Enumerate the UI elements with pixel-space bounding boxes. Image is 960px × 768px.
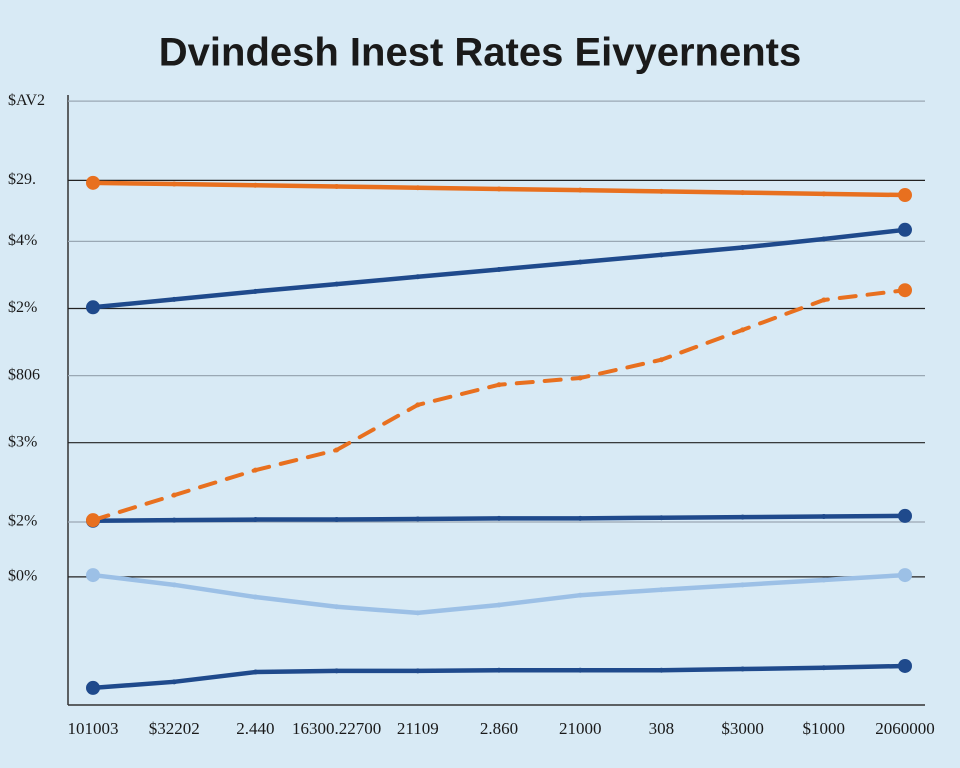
data-point: [252, 517, 258, 523]
data-point: [821, 191, 827, 197]
data-point: [496, 602, 502, 608]
y-tick-label: $3%: [8, 433, 37, 450]
data-point: [334, 668, 340, 674]
data-point: [334, 281, 340, 287]
data-point: [334, 184, 340, 189]
data-point: [86, 300, 100, 315]
y-tick-label: $2%: [8, 299, 37, 316]
data-point: [496, 186, 502, 192]
data-point: [496, 667, 502, 673]
data-point: [171, 296, 177, 302]
data-point: [496, 515, 502, 521]
x-tick-label: 2.440: [236, 719, 274, 738]
data-point: [252, 594, 258, 600]
x-tick-label: 2.860: [480, 719, 518, 738]
chart-title: Dvindesh Inest Rates Eivyernents: [159, 31, 801, 75]
y-tick-label: $29.: [8, 171, 36, 188]
data-point: [86, 513, 100, 528]
data-point: [334, 517, 340, 523]
y-tick-label: $4%: [8, 232, 37, 249]
x-tick-label: 101003: [68, 719, 119, 738]
data-point: [658, 188, 664, 194]
data-point: [86, 568, 100, 583]
data-point: [252, 467, 258, 473]
data-point: [898, 568, 912, 583]
data-point: [171, 582, 177, 588]
data-point: [898, 658, 912, 673]
data-point: [171, 181, 177, 187]
data-point: [821, 297, 827, 303]
data-point: [496, 382, 502, 388]
x-tick-label: $1000: [803, 719, 846, 738]
data-point: [898, 283, 912, 298]
data-point: [415, 274, 421, 280]
x-tick-label: 2060000: [875, 719, 935, 738]
data-point: [577, 375, 583, 381]
data-point: [740, 514, 746, 520]
data-point: [252, 182, 258, 188]
data-point: [740, 190, 746, 196]
data-point: [821, 514, 827, 520]
data-point: [252, 288, 258, 294]
data-point: [658, 587, 664, 593]
data-point: [740, 245, 746, 250]
data-point: [334, 604, 340, 610]
y-tick-label: $AV2: [8, 92, 45, 109]
data-point: [658, 667, 664, 673]
x-tick-label: 308: [649, 719, 675, 738]
data-point: [898, 222, 912, 237]
data-point: [496, 266, 502, 272]
data-point: [86, 680, 100, 695]
data-point: [821, 577, 827, 583]
x-tick-label: $32202: [149, 719, 200, 738]
data-point: [334, 447, 340, 453]
x-tick-label: 21000: [559, 719, 602, 738]
data-point: [171, 492, 177, 498]
data-point: [577, 259, 583, 265]
data-point: [86, 175, 100, 190]
y-tick-label: $0%: [8, 568, 37, 585]
data-point: [898, 188, 912, 203]
data-point: [415, 668, 421, 674]
x-tick-label: 21109: [397, 719, 439, 738]
data-point: [171, 517, 177, 523]
data-point: [252, 669, 258, 675]
data-point: [658, 252, 664, 258]
data-point: [898, 508, 912, 523]
data-point: [740, 327, 746, 333]
data-point: [821, 665, 827, 671]
data-point: [740, 666, 746, 672]
x-tick-label: 16300.22700: [292, 719, 381, 738]
data-point: [577, 515, 583, 521]
data-point: [415, 185, 421, 191]
data-point: [740, 582, 746, 588]
y-tick-label: $806: [8, 366, 40, 383]
x-tick-label: $3000: [721, 719, 764, 738]
data-point: [577, 667, 583, 673]
data-point: [415, 402, 421, 408]
data-point: [415, 516, 421, 522]
data-point: [171, 679, 177, 685]
data-point: [415, 610, 421, 616]
data-point: [658, 515, 664, 521]
data-point: [577, 592, 583, 598]
data-point: [821, 236, 827, 242]
data-point: [577, 187, 583, 193]
data-point: [658, 357, 664, 363]
y-tick-label: $2%: [8, 513, 37, 530]
